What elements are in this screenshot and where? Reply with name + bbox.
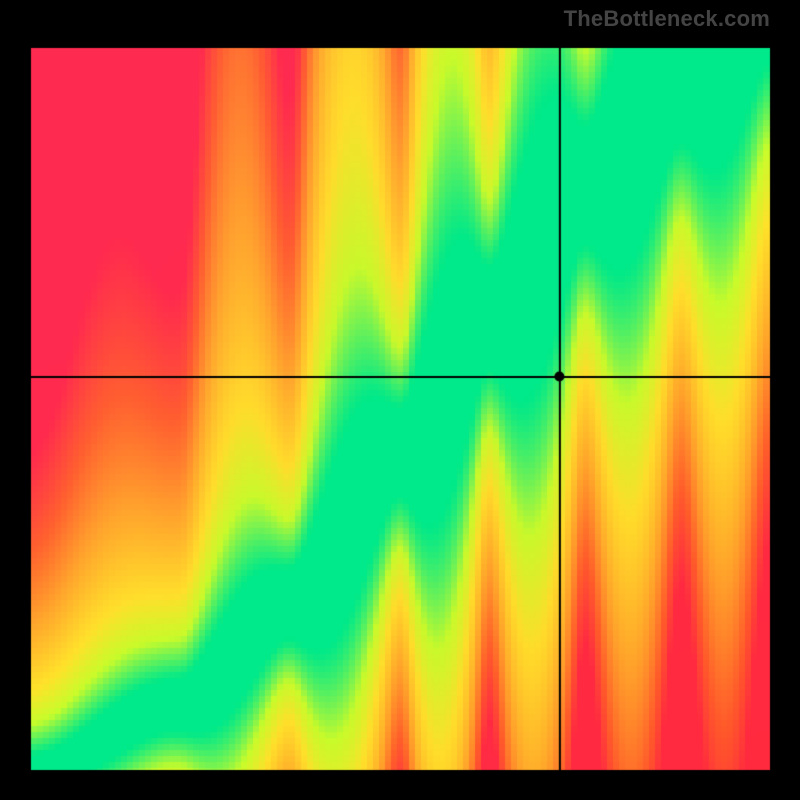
- watermark-text: TheBottleneck.com: [564, 6, 770, 32]
- bottleneck-heatmap: [0, 0, 800, 800]
